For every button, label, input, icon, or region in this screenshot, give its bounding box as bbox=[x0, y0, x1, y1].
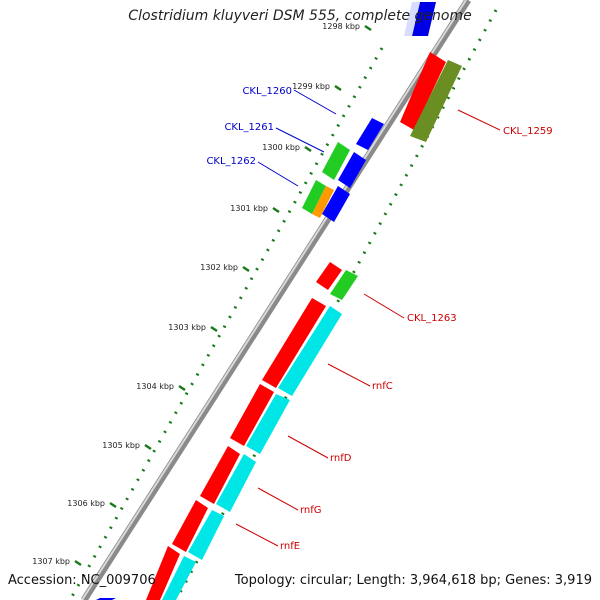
gene-arrow-blue-2[interactable] bbox=[338, 152, 366, 188]
kbp-tick-mark bbox=[109, 501, 117, 509]
gene-arrow-top-lightblue[interactable] bbox=[404, 2, 420, 36]
gene-arrow-rnfc-cyan[interactable] bbox=[278, 306, 342, 396]
gene-arrow-bottom-red[interactable] bbox=[146, 546, 180, 600]
gene-label-ckl-1263: CKL_1263 bbox=[407, 313, 457, 324]
gene-features bbox=[96, 2, 462, 600]
kbp-tick-mark bbox=[364, 24, 372, 32]
gene-label-ckl-1260: CKL_1260 bbox=[242, 86, 292, 97]
gene-arrow-rnfd-red[interactable] bbox=[230, 384, 274, 446]
gene-arrow-rnfg-cyan[interactable] bbox=[216, 454, 256, 512]
kbp-tick-label: 1300 kbp bbox=[262, 143, 300, 152]
gene-label-rnfc: rnfC bbox=[372, 381, 393, 392]
gene-arrow-ckl-1263-green[interactable] bbox=[330, 270, 358, 300]
gene-arrow-ckl-1262-orange[interactable] bbox=[312, 186, 334, 218]
kbp-tick-mark bbox=[334, 84, 342, 92]
accession-label: Accession: NC_009706 bbox=[8, 573, 156, 588]
kbp-tick-mark bbox=[178, 384, 186, 392]
gene-arrow-bottom-cyan[interactable] bbox=[162, 556, 196, 600]
gene-arrow-rnfe-cyan[interactable] bbox=[188, 510, 224, 560]
gene-label-ckl-1259: CKL_1259 bbox=[503, 126, 553, 137]
gene-arrow-ckl-1263-red[interactable] bbox=[316, 262, 342, 290]
kbp-tick-label: 1299 kbp bbox=[292, 82, 330, 91]
kbp-tick-label: 1298 kbp bbox=[322, 22, 360, 31]
genome-backbone bbox=[81, 0, 471, 600]
gene-arrow-ckl-1261[interactable] bbox=[322, 142, 350, 180]
gene-arrow-ckl-1260[interactable] bbox=[356, 118, 384, 150]
topology-label: Topology: circular; Length: 3,964,618 bp… bbox=[234, 573, 592, 588]
gene-label-rnfd: rnfD bbox=[330, 453, 352, 464]
gene-label-rnfg: rnfG bbox=[300, 505, 322, 516]
kbp-tick-label: 1305 kbp bbox=[102, 441, 140, 450]
kbp-tick-label: 1307 kbp bbox=[32, 557, 70, 566]
kbp-tick-mark bbox=[242, 265, 250, 273]
kbp-tick-label: 1301 kbp bbox=[230, 204, 268, 213]
gene-arrow-rnfg-red[interactable] bbox=[200, 446, 240, 504]
gene-arrow-ckl-1259-red[interactable] bbox=[400, 52, 446, 130]
gene-label-rnfe: rnfE bbox=[280, 541, 300, 552]
kbp-tick-label: 1304 kbp bbox=[136, 382, 174, 391]
gene-arrow-rnfc-red[interactable] bbox=[262, 298, 326, 388]
outer-tick-track bbox=[174, 9, 498, 600]
kbp-tick-mark bbox=[210, 325, 218, 333]
gene-arrow-rnfe-red[interactable] bbox=[172, 500, 208, 552]
gene-arrow-ckl-1259-olive[interactable] bbox=[410, 60, 462, 142]
map-title: Clostridium kluyveri DSM 555, complete g… bbox=[128, 8, 472, 24]
kbp-tick-mark bbox=[74, 559, 82, 567]
gene-arrow-blue-3[interactable] bbox=[322, 186, 350, 222]
gene-label-ckl-1262: CKL_1262 bbox=[206, 156, 256, 167]
gene-label-ckl-1261: CKL_1261 bbox=[224, 122, 274, 133]
kbp-tick-mark bbox=[304, 145, 312, 153]
kbp-tick-label: 1306 kbp bbox=[67, 499, 105, 508]
kbp-tick-labels: 1298 kbp 1299 kbp 1300 kbp 1301 kbp 1302 kbp… bbox=[32, 22, 372, 567]
genome-backbone-highlight bbox=[81, 0, 467, 600]
gene-arrow-ckl-1262-green[interactable] bbox=[302, 180, 326, 214]
gene-arrow-rnfd-cyan[interactable] bbox=[246, 394, 290, 454]
label-leaders bbox=[235, 89, 501, 547]
inner-tick-track bbox=[68, 47, 384, 600]
kbp-tick-mark bbox=[144, 443, 152, 451]
kbp-tick-mark bbox=[272, 206, 280, 214]
kbp-tick-label: 1302 kbp bbox=[200, 263, 238, 272]
kbp-tick-label: 1303 kbp bbox=[168, 323, 206, 332]
